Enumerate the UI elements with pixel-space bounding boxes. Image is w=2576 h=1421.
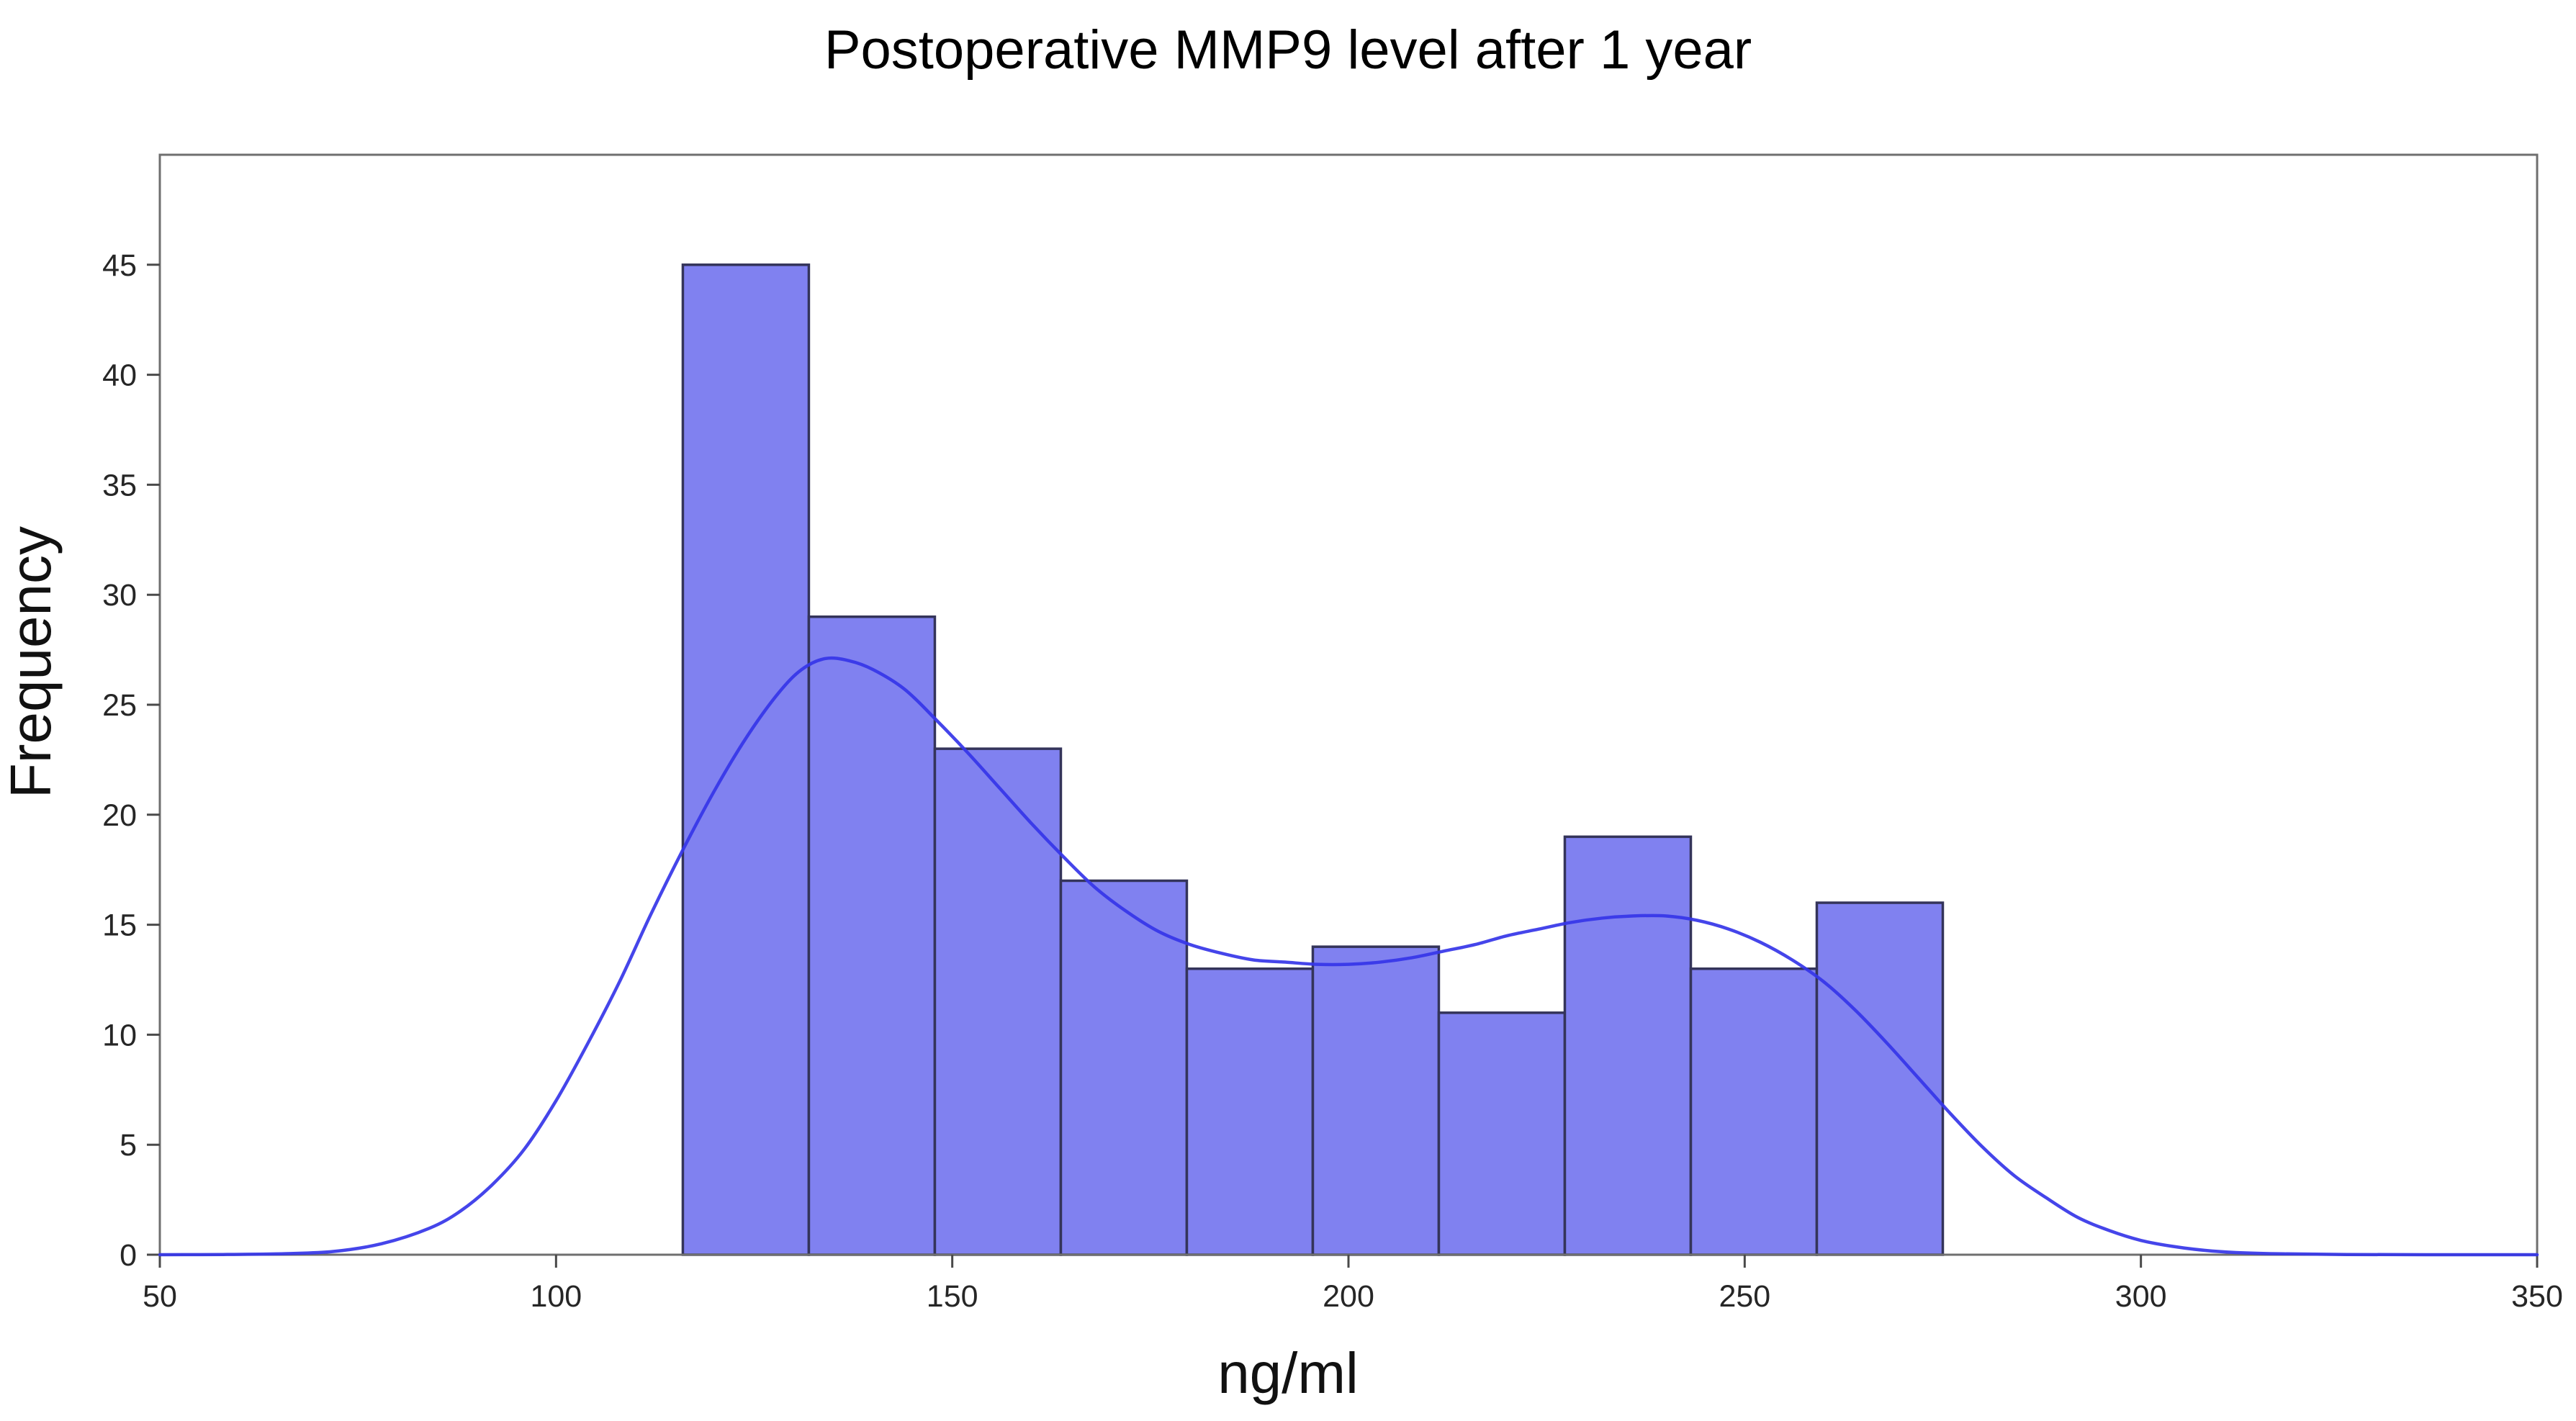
chart-title: Postoperative MMP9 level after 1 year <box>824 19 1752 81</box>
x-tick-label: 50 <box>143 1279 177 1314</box>
y-tick-label: 10 <box>102 1018 137 1052</box>
x-axis-label: ng/ml <box>1217 1341 1359 1405</box>
histogram-bar <box>1437 1011 1567 1256</box>
y-tick-label: 5 <box>120 1128 137 1163</box>
kde-curve <box>158 656 2539 1257</box>
histogram-bar <box>1059 879 1189 1256</box>
y-axis-label: Frequency <box>0 526 63 798</box>
x-tick-label: 250 <box>1719 1279 1770 1314</box>
y-tick-label: 35 <box>102 468 137 502</box>
histogram-bar <box>933 747 1063 1256</box>
y-tick-label: 45 <box>102 248 137 283</box>
histogram-bar <box>1311 945 1441 1256</box>
x-tick-label: 100 <box>530 1279 582 1314</box>
y-axis-ticks-group: 0 5 10 15 20 25 30 35 40 45 <box>102 248 160 1273</box>
y-tick-label: 20 <box>102 798 137 833</box>
histogram-bar <box>1185 967 1315 1256</box>
x-tick-label: 200 <box>1323 1279 1374 1314</box>
x-tick-label: 350 <box>2511 1279 2563 1314</box>
x-tick-label: 150 <box>927 1279 978 1314</box>
y-tick-label: 0 <box>120 1238 137 1273</box>
y-tick-label: 25 <box>102 688 137 723</box>
histogram-bar <box>1689 967 1819 1256</box>
x-axis-ticks-group: 50 100 150 200 250 300 350 <box>143 1255 2563 1314</box>
y-tick-label: 30 <box>102 578 137 613</box>
histogram-bars-group <box>681 263 1945 1256</box>
histogram-bar <box>807 615 937 1256</box>
histogram-bar <box>1815 901 1945 1256</box>
histogram-bar <box>681 263 811 1256</box>
y-tick-label: 40 <box>102 358 137 393</box>
x-tick-label: 300 <box>2115 1279 2167 1314</box>
histogram-bar <box>1563 835 1693 1256</box>
y-tick-label: 15 <box>102 908 137 943</box>
